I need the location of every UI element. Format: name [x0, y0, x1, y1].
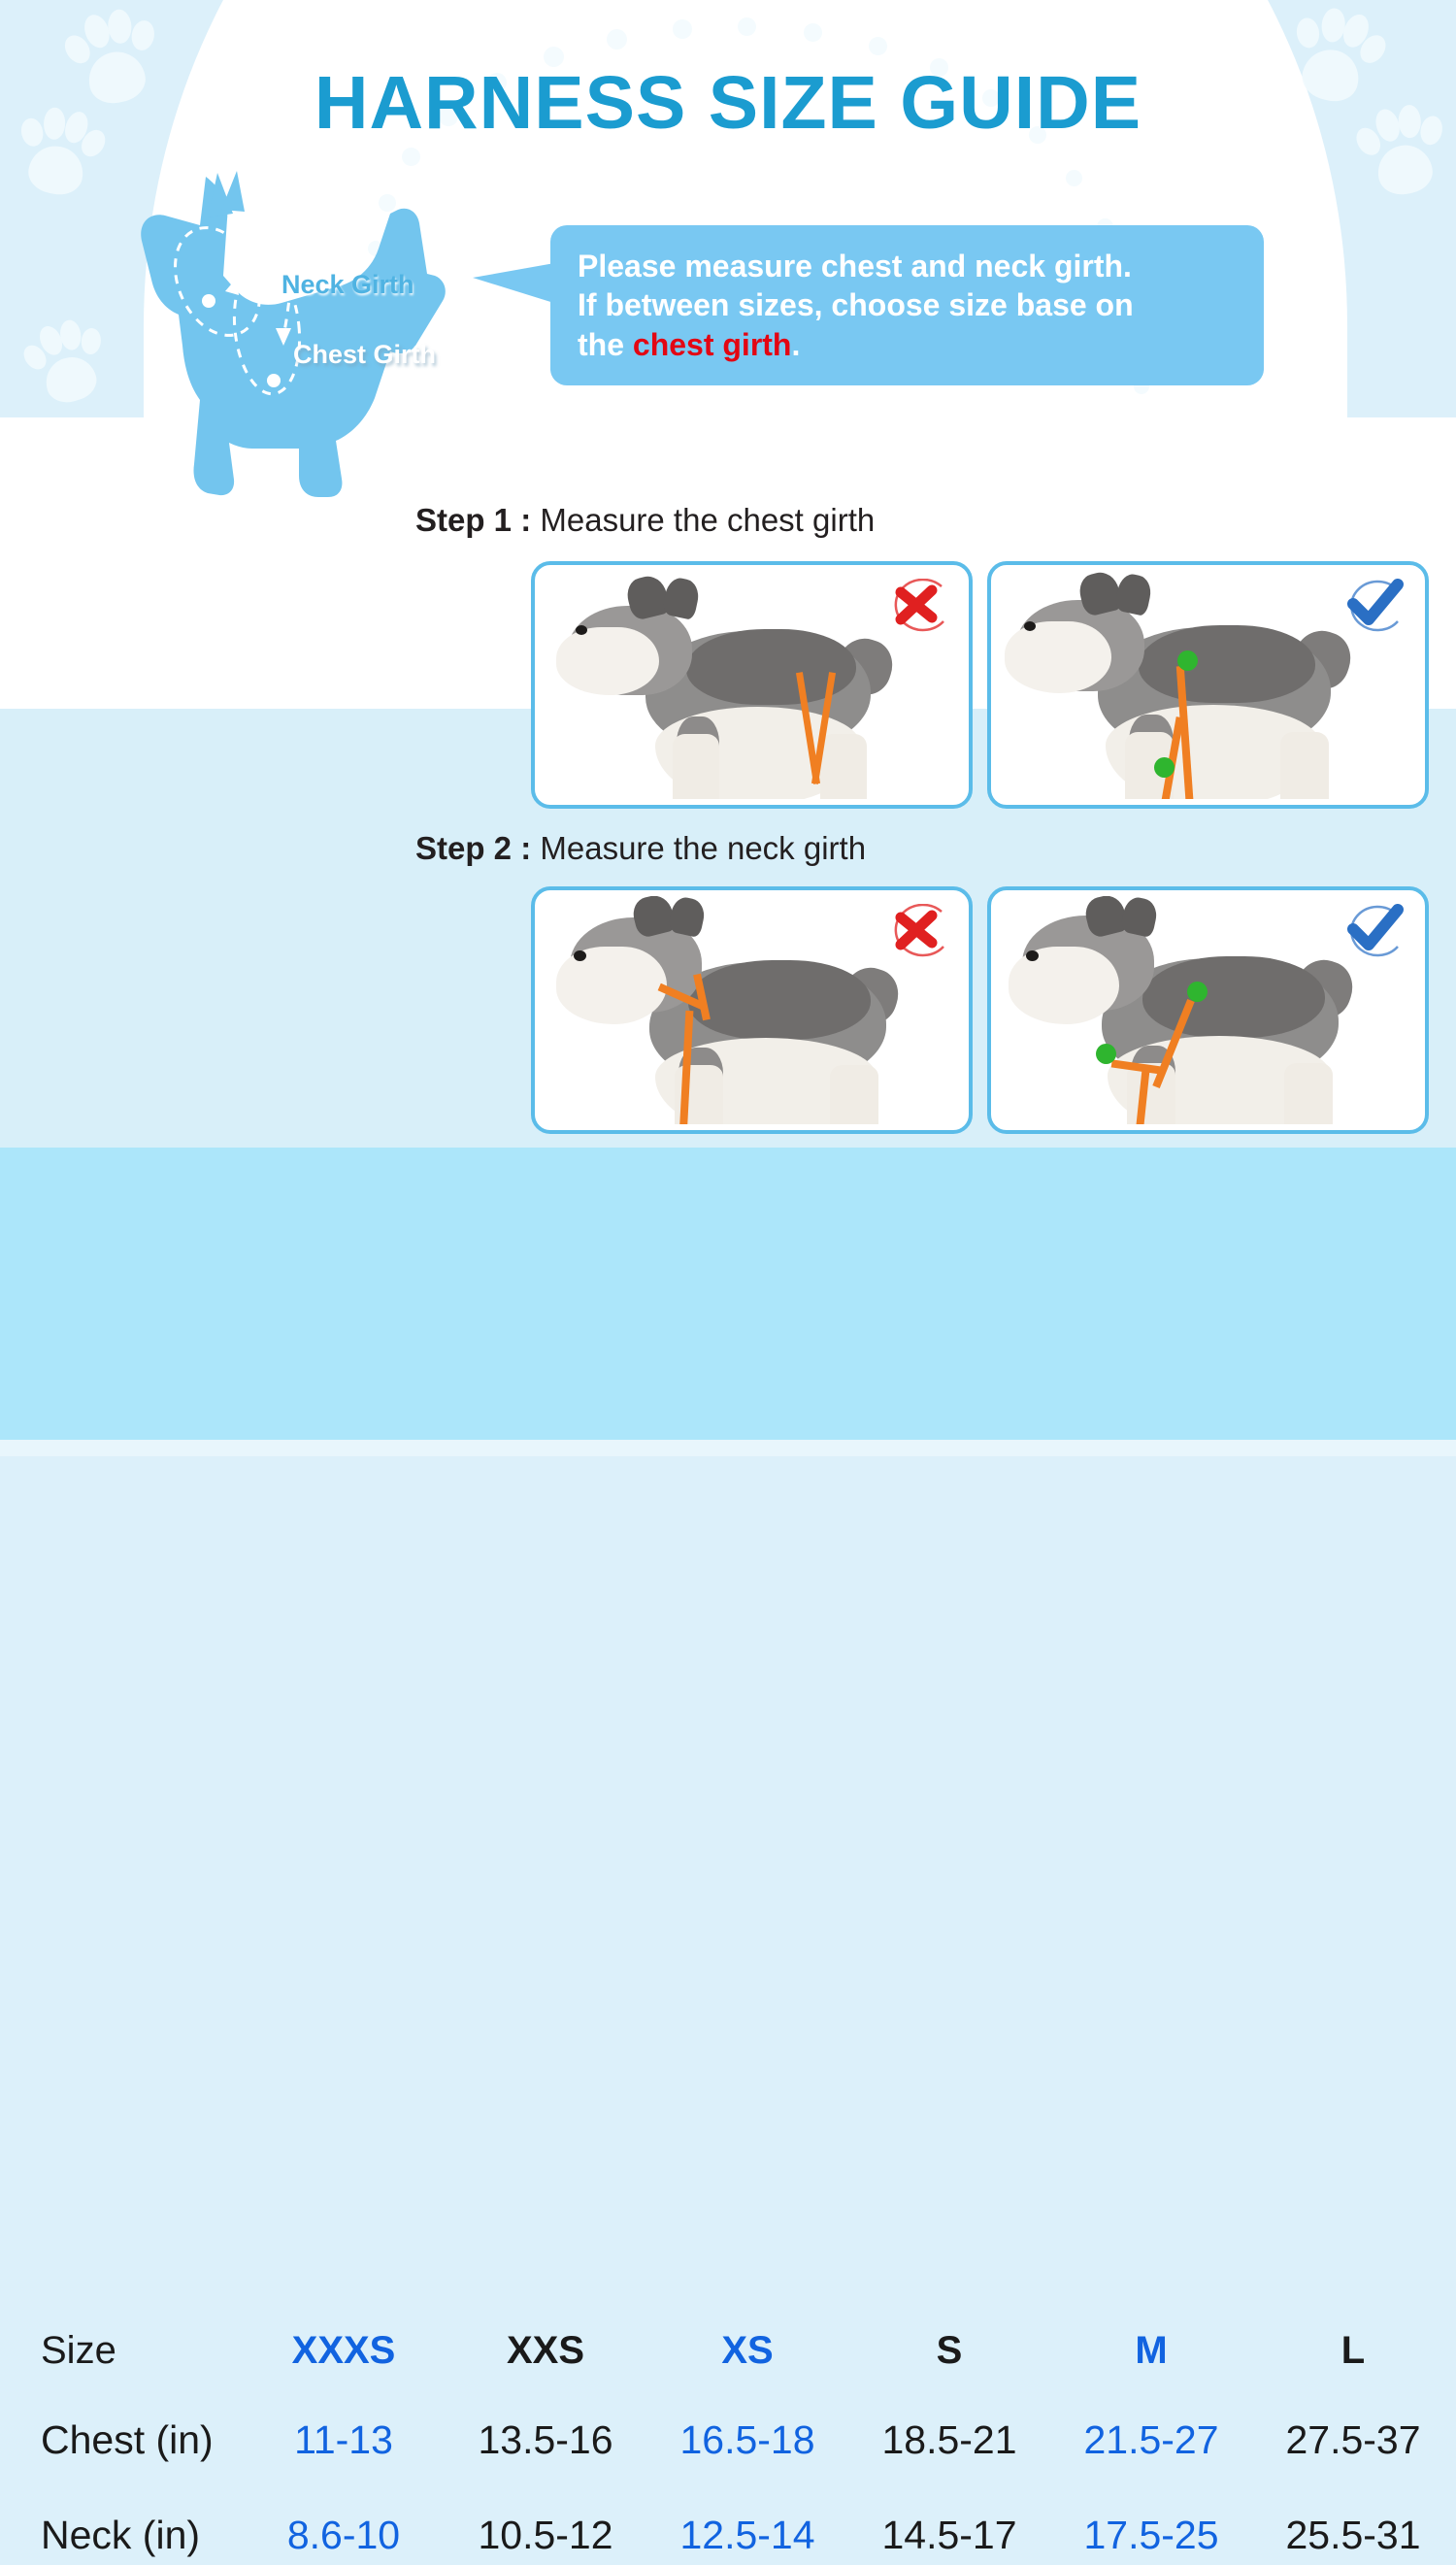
speech-bubble-tail: [473, 262, 560, 305]
measure-point-marker: [1154, 757, 1175, 778]
step-2-number: Step 2 :: [415, 830, 532, 866]
dog-photo: [997, 571, 1419, 799]
step-1-text: Measure the chest girth: [531, 502, 876, 538]
bubble-line-2: If between sizes, choose size base on: [578, 287, 1134, 323]
neck-girth-label: Neck Girth: [281, 270, 414, 299]
photo-card-step1-wrong: [531, 561, 973, 809]
chest-cell: 16.5-18: [679, 2416, 815, 2462]
chest-cell: 13.5-16: [478, 2416, 613, 2462]
size-cell: S: [936, 2328, 963, 2372]
measure-point-marker: [1187, 982, 1208, 1002]
decorative-dot: [487, 73, 507, 92]
step-2-heading: Step 2 : Measure the neck girth: [415, 830, 866, 867]
table-row: Chest (in) 11-13 13.5-16 16.5-18 18.5-21…: [0, 2410, 1456, 2470]
neck-cell: 12.5-14: [679, 2512, 815, 2557]
dog-photo: [541, 571, 963, 799]
size-cell: XS: [721, 2328, 774, 2372]
decorative-dot: [804, 23, 822, 42]
decorative-dot: [402, 148, 420, 166]
table-row: Size XXXS XXS XS S M L: [0, 2320, 1456, 2381]
step-1-number: Step 1 :: [415, 502, 532, 538]
cross-icon: [894, 904, 944, 957]
decorative-dot: [1066, 170, 1082, 186]
dog-silhouette-svg: [141, 171, 446, 497]
row-label: Neck (in): [41, 2512, 201, 2557]
size-cell: M: [1135, 2328, 1168, 2372]
decorative-dot: [982, 89, 1000, 107]
neck-cell: 14.5-17: [881, 2512, 1017, 2557]
size-cell: L: [1340, 2328, 1366, 2372]
cross-icon: [894, 579, 944, 632]
chest-cell: 27.5-37: [1285, 2416, 1421, 2462]
chest-cell: 21.5-27: [1083, 2416, 1219, 2462]
step-2-text: Measure the neck girth: [531, 830, 867, 866]
decorative-dot: [544, 47, 564, 67]
dog-photo: [541, 896, 963, 1124]
neck-cell: 25.5-31: [1285, 2512, 1421, 2557]
chest-girth-label: Chest Girth: [293, 340, 437, 369]
neck-cell: 8.6-10: [286, 2512, 401, 2557]
bubble-line-3: the chest girth.: [578, 325, 1239, 364]
check-icon: [1347, 904, 1404, 957]
table-band: [0, 1148, 1456, 1440]
table-row: Neck (in) 8.6-10 10.5-12 12.5-14 14.5-17…: [0, 2505, 1456, 2565]
page-title: HARNESS SIZE GUIDE: [314, 61, 1142, 145]
measure-point-marker: [1096, 1044, 1116, 1064]
decorative-dot: [379, 194, 396, 212]
size-cell: XXXS: [291, 2328, 396, 2372]
bubble-highlight: chest girth: [632, 326, 792, 362]
decorative-dot: [673, 19, 692, 39]
size-cell: XXS: [506, 2328, 585, 2372]
neck-cell: 17.5-25: [1083, 2512, 1219, 2557]
decorative-dot: [738, 17, 756, 36]
photo-card-step2-wrong: [531, 886, 973, 1134]
row-label: Chest (in): [41, 2416, 214, 2462]
dog-photo: [997, 896, 1419, 1124]
chest-cell: 18.5-21: [881, 2416, 1017, 2462]
size-table: Size XXXS XXS XS S M L Chest (in) 11-13 …: [0, 1148, 1456, 2557]
bottom-band: [0, 1440, 1456, 1456]
measure-point-marker: [1177, 650, 1198, 671]
step-1-heading: Step 1 : Measure the chest girth: [415, 502, 875, 539]
row-label: Size: [41, 2328, 116, 2372]
chest-cell: 11-13: [294, 2416, 393, 2462]
decorative-dot: [930, 58, 948, 77]
bubble-line3-suffix: .: [791, 326, 801, 362]
decorative-dot: [439, 107, 458, 126]
neck-cell: 10.5-12: [478, 2512, 613, 2557]
decorative-dot: [869, 37, 887, 55]
dog-silhouette-diagram: Neck Girth Chest Girth: [136, 155, 563, 515]
decorative-dot: [1029, 126, 1046, 144]
check-icon: [1347, 579, 1404, 632]
bubble-line3-prefix: the: [578, 326, 633, 362]
photo-card-step1-correct: [987, 561, 1429, 809]
instruction-bubble: Please measure chest and neck girth. If …: [550, 225, 1264, 385]
photo-card-step2-correct: [987, 886, 1429, 1134]
paw-print-icon: [17, 312, 115, 416]
decorative-dot: [607, 29, 627, 50]
bubble-line-1: Please measure chest and neck girth.: [578, 249, 1132, 283]
